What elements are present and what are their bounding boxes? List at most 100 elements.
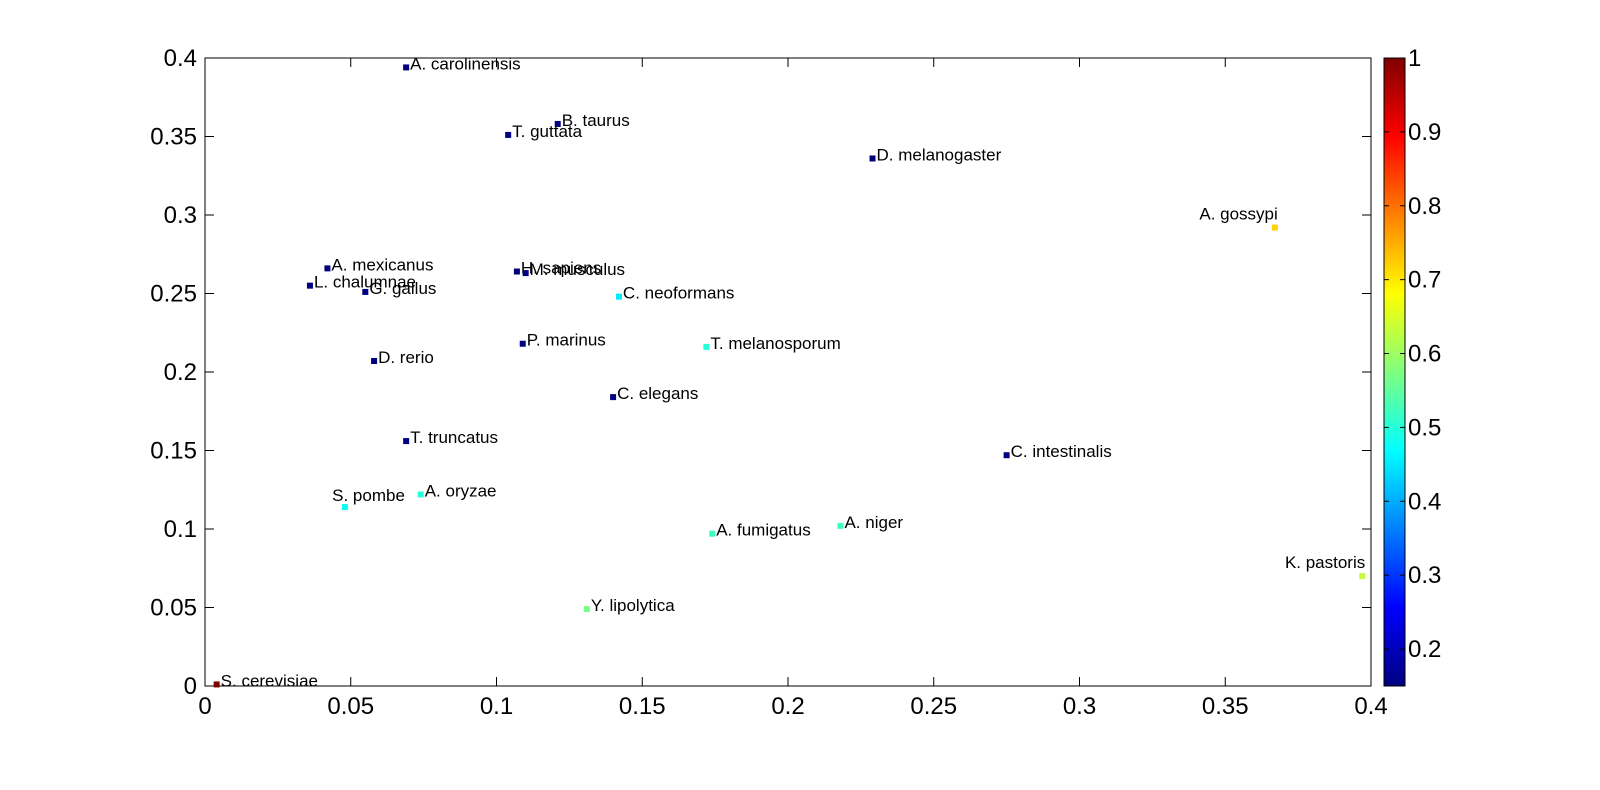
point-marker	[703, 343, 710, 350]
y-tick-label: 0.05	[150, 595, 197, 622]
point-marker	[403, 438, 410, 445]
data-point: T. truncatus	[403, 428, 498, 447]
colorbar-gradient	[1383, 57, 1406, 687]
x-tick-label: 0.35	[1202, 693, 1249, 720]
point-marker	[505, 131, 512, 138]
axes-layer: 0 0.05 0.1 0.15 0.2 0.25 0.3 0.35 0.4 0 0.05 0.1 0.1…	[150, 45, 1387, 720]
point-label: D. melanogaster	[877, 145, 1002, 164]
colorbar-tick-label: 0.7	[1408, 267, 1441, 294]
data-point: S. cerevisiae	[213, 671, 318, 690]
data-point: T. guttata	[505, 122, 583, 141]
x-tick-label: 0.3	[1063, 693, 1096, 720]
colorbar-tick-label: 1	[1408, 45, 1421, 72]
point-label: A. oryzae	[425, 481, 497, 500]
data-point: K. pastoris	[1285, 553, 1366, 580]
y-tick-label: 0.15	[150, 438, 197, 465]
point-marker	[362, 288, 369, 295]
colorbar-tick-label: 0.8	[1408, 193, 1441, 220]
point-marker	[869, 155, 876, 162]
point-label: S. cerevisiae	[221, 671, 318, 690]
point-marker	[837, 522, 844, 529]
data-point: L. chalumnae	[306, 273, 416, 292]
point-marker	[403, 64, 410, 71]
y-tick-label: 0	[184, 673, 197, 700]
x-tick-label: 0.15	[619, 693, 666, 720]
data-point: H. sapiens	[513, 259, 601, 278]
data-point: S. pombe	[332, 486, 405, 511]
point-marker	[324, 265, 331, 272]
data-point: C. intestinalis	[1003, 442, 1112, 461]
data-point: Y. lipolytica	[583, 596, 675, 615]
data-point: M. musculus	[522, 260, 625, 279]
point-marker	[513, 268, 520, 275]
data-point: C. neoformans	[615, 284, 735, 303]
x-tick-label: 0.4	[1354, 693, 1387, 720]
y-tick-label: 0.35	[150, 124, 197, 151]
point-marker	[1003, 452, 1010, 459]
point-label: A. carolinensis	[410, 54, 521, 73]
point-label: A. fumigatus	[716, 521, 811, 540]
point-label: C. neoformans	[623, 284, 735, 303]
y-tick-label: 0.1	[164, 516, 197, 543]
point-label: C. intestinalis	[1011, 442, 1112, 461]
y-tick-label: 0.3	[164, 202, 197, 229]
x-tick-label: 0.05	[327, 693, 374, 720]
data-point: D. melanogaster	[869, 145, 1002, 164]
data-point: G. gallus	[362, 279, 436, 298]
y-tick-label: 0.4	[164, 45, 197, 72]
point-marker	[417, 491, 424, 498]
colorbar-tick-label: 0.2	[1408, 636, 1441, 663]
data-point: A. mexicanus	[324, 255, 433, 274]
point-label: S. pombe	[332, 486, 405, 505]
data-point: A. oryzae	[417, 481, 497, 500]
point-marker	[1359, 573, 1366, 580]
point-label: H. sapiens	[521, 259, 601, 278]
point-label: M. musculus	[530, 260, 625, 279]
point-marker	[519, 340, 526, 347]
point-label: P. marinus	[527, 331, 606, 350]
data-point: A. carolinensis	[403, 54, 521, 73]
x-tick-label: 0.25	[910, 693, 957, 720]
y-tick-label: 0.2	[164, 359, 197, 386]
point-label: T. melanosporum	[710, 334, 840, 353]
point-marker	[341, 504, 348, 511]
data-point: B. taurus	[554, 111, 630, 130]
point-marker	[306, 282, 313, 289]
point-marker	[615, 293, 622, 300]
point-marker	[213, 681, 220, 688]
colorbar-tick-label: 0.3	[1408, 562, 1441, 589]
data-point: A. gossypi	[1199, 205, 1278, 231]
plot-frame	[204, 57, 1372, 687]
x-tick-label: 0.2	[771, 693, 804, 720]
point-marker	[709, 530, 716, 537]
point-label: A. gossypi	[1199, 205, 1277, 224]
point-marker	[522, 270, 529, 277]
x-tick-label: 0.1	[480, 693, 513, 720]
point-label: A. mexicanus	[331, 255, 433, 274]
point-marker	[554, 120, 561, 127]
point-marker	[1271, 224, 1278, 231]
data-point: T. melanosporum	[703, 334, 841, 353]
colorbar-tick-label: 0.6	[1408, 341, 1441, 368]
point-label: A. niger	[844, 513, 903, 532]
point-label: K. pastoris	[1285, 553, 1365, 572]
point-marker	[583, 606, 590, 613]
x-tick-label: 0	[198, 693, 211, 720]
point-label: T. guttata	[512, 122, 582, 141]
colorbar-tick-label: 0.4	[1408, 488, 1441, 515]
data-point: A. fumigatus	[709, 521, 811, 540]
point-label: C. elegans	[617, 384, 698, 403]
colorbar-tick-label: 0.5	[1408, 414, 1441, 441]
point-label: T. truncatus	[410, 428, 498, 447]
point-label: D. rerio	[378, 348, 434, 367]
point-marker	[610, 394, 617, 401]
point-label: B. taurus	[562, 111, 630, 130]
data-point: D. rerio	[371, 348, 434, 367]
point-marker	[371, 358, 378, 365]
data-point: C. elegans	[610, 384, 698, 403]
point-label: G. gallus	[369, 279, 436, 298]
point-label: Y. lipolytica	[591, 596, 675, 615]
